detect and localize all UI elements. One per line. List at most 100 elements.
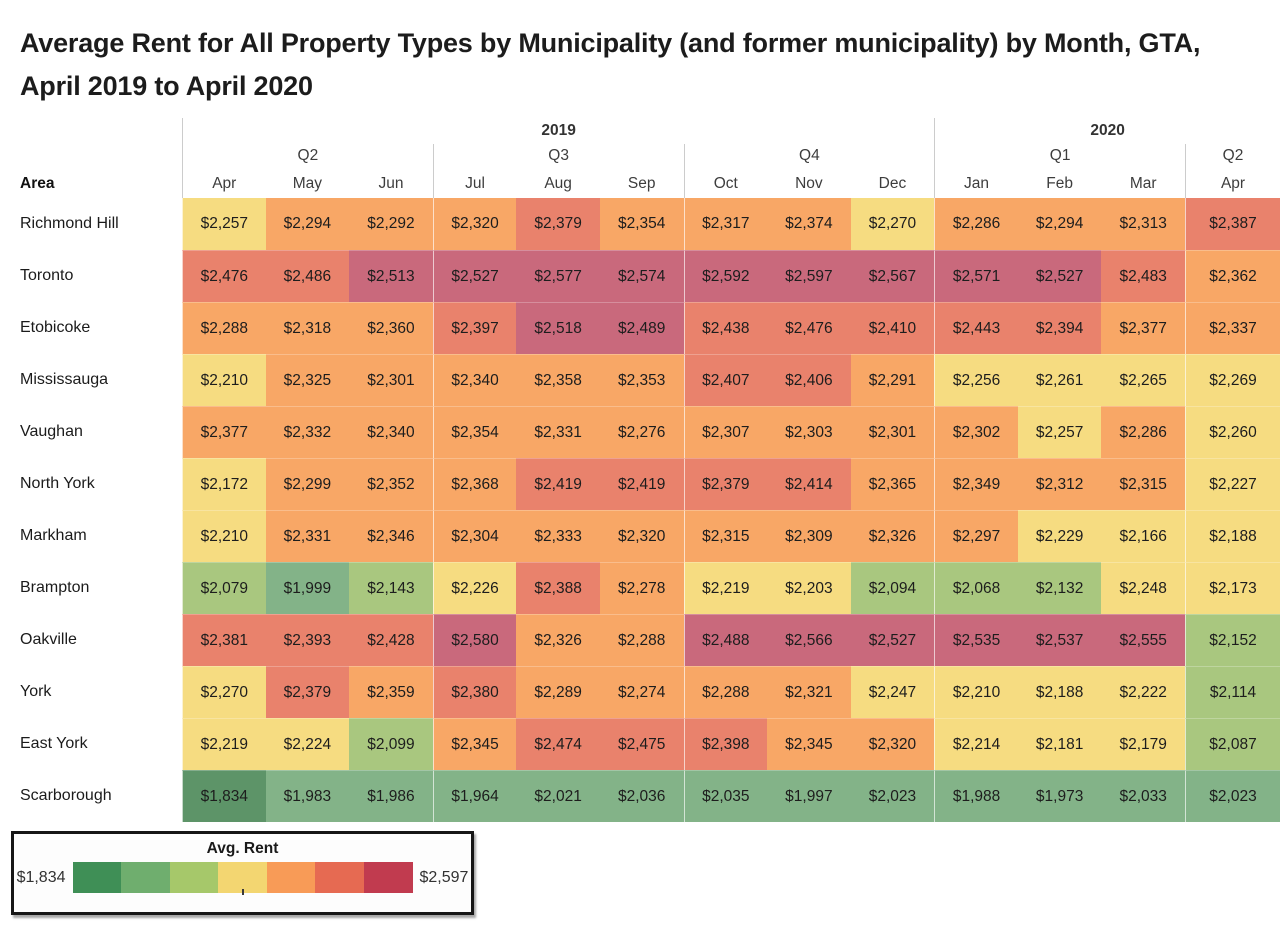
rent-cell: $2,079 [182, 562, 266, 614]
row-label-markham: Markham [0, 510, 182, 562]
rent-cell: $2,393 [265, 614, 350, 666]
year-label: 2019 [182, 118, 934, 144]
rent-cell: $2,537 [1017, 614, 1102, 666]
rent-cell: $2,388 [516, 562, 600, 614]
rent-cell: $2,410 [850, 302, 935, 354]
rent-cell: $2,274 [599, 666, 684, 718]
quarter-label: Q1 [934, 144, 1185, 168]
rent-cell: $2,368 [432, 458, 517, 510]
rent-cell: $2,407 [683, 354, 768, 406]
month-label: Sep [627, 175, 656, 192]
rent-cell: $2,574 [599, 250, 684, 302]
rent-cell: $2,428 [349, 614, 433, 666]
legend-midpoint-tick [241, 889, 244, 895]
rent-cell: $2,297 [934, 510, 1018, 562]
rent-cell: $2,374 [767, 198, 851, 250]
rent-cell: $2,379 [516, 198, 600, 250]
rent-cell: $2,021 [516, 770, 600, 822]
header-spacer [0, 144, 182, 168]
month-label: Jul [432, 168, 517, 198]
rent-cell: $2,443 [934, 302, 1018, 354]
rent-cell: $2,567 [850, 250, 935, 302]
rent-cell: $2,035 [683, 770, 768, 822]
rent-cell: $2,307 [683, 406, 768, 458]
month-label: Nov [795, 175, 823, 192]
rent-cell: $2,377 [1101, 302, 1185, 354]
legend-max-label: $2,597 [419, 868, 469, 886]
legend-swatch [266, 862, 316, 893]
rent-cell: $2,288 [683, 666, 768, 718]
rent-cell: $2,387 [1185, 198, 1280, 250]
rent-cell: $2,513 [349, 250, 433, 302]
rent-cell: $2,303 [767, 406, 851, 458]
rent-cell: $2,257 [1017, 406, 1102, 458]
rent-cell: $2,299 [265, 458, 350, 510]
row-label-mississauga: Mississauga [0, 354, 182, 406]
rent-cell: $2,188 [1185, 510, 1280, 562]
rent-cell: $2,365 [850, 458, 935, 510]
rent-cell: $2,219 [683, 562, 768, 614]
rent-cell: $2,257 [182, 198, 266, 250]
rent-cell: $2,438 [683, 302, 768, 354]
rent-cell: $2,406 [767, 354, 851, 406]
row-label-scarborough: Scarborough [0, 770, 182, 822]
rent-cell: $2,394 [1017, 302, 1102, 354]
rent-cell: $2,270 [182, 666, 266, 718]
quarter-label: Q3 [432, 144, 684, 168]
rent-cell: $2,312 [1017, 458, 1102, 510]
rent-cell: $2,099 [349, 718, 433, 770]
rent-cell: $2,286 [1101, 406, 1185, 458]
year-label: 2020 [934, 118, 1280, 144]
legend-color-ramp [72, 862, 413, 895]
rent-cell: $2,475 [599, 718, 684, 770]
rent-cell: $2,580 [432, 614, 517, 666]
rent-cell: $2,289 [516, 666, 600, 718]
month-label: Jan [934, 168, 1018, 198]
rent-cell: $1,988 [934, 770, 1018, 822]
legend-swatch [169, 862, 219, 893]
rent-cell: $2,166 [1101, 510, 1185, 562]
rent-cell: $2,247 [850, 666, 935, 718]
rent-cell: $2,210 [934, 666, 1018, 718]
rent-cell: $2,294 [265, 198, 350, 250]
legend-swatch [363, 862, 413, 893]
month-label: Oct [683, 168, 768, 198]
rent-cell: $2,294 [1017, 198, 1102, 250]
header-spacer [0, 118, 182, 144]
rent-cell: $2,256 [934, 354, 1018, 406]
rent-cell: $2,292 [349, 198, 433, 250]
area-header: Area [20, 175, 55, 192]
heatmap-body: Richmond Hill $2,257 $2,294 $2,292 $2,320 $2,… [0, 198, 1280, 822]
row-label-vaughan: Vaughan [0, 406, 182, 458]
rent-cell: $1,983 [265, 770, 350, 822]
rent-cell: $2,360 [349, 302, 433, 354]
rent-cell: $2,320 [432, 198, 517, 250]
rent-cell: $2,265 [1101, 354, 1185, 406]
row-label-richmond-hill: Richmond Hill [0, 198, 182, 250]
rent-cell: $2,349 [934, 458, 1018, 510]
rent-cell: $2,474 [516, 718, 600, 770]
rent-cell: $2,270 [850, 198, 935, 250]
rent-cell: $2,269 [1185, 354, 1280, 406]
rent-cell: $2,555 [1101, 614, 1185, 666]
rent-cell: $2,326 [516, 614, 600, 666]
rent-cell: $2,317 [683, 198, 768, 250]
rent-cell: $2,476 [767, 302, 851, 354]
rent-cell: $2,397 [432, 302, 517, 354]
rent-cell: $2,354 [599, 198, 684, 250]
rent-cell: $2,352 [349, 458, 433, 510]
month-label: Feb [1046, 175, 1073, 192]
month-label: Aug [544, 175, 572, 192]
rent-cell: $2,486 [265, 250, 350, 302]
rent-cell: $2,278 [599, 562, 684, 614]
row-label-etobicoke: Etobicoke [0, 302, 182, 354]
rent-cell: $2,377 [182, 406, 266, 458]
rent-cell: $2,315 [683, 510, 768, 562]
rent-cell: $2,346 [349, 510, 433, 562]
rent-cell: $2,592 [683, 250, 768, 302]
rent-cell: $2,527 [850, 614, 935, 666]
rent-cell: $2,489 [599, 302, 684, 354]
rent-cell: $2,094 [850, 562, 935, 614]
rent-cell: $2,331 [516, 406, 600, 458]
legend-swatch [315, 862, 364, 893]
